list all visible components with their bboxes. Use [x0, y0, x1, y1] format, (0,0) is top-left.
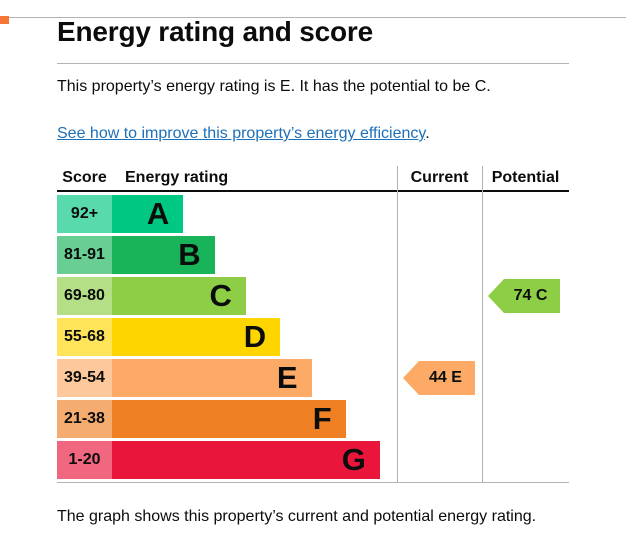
band-row: 81-91 B [57, 236, 569, 274]
band-score-label: 92+ [57, 195, 112, 233]
epc-rating-chart: Score Energy rating Current Potential 92… [57, 166, 569, 483]
chart-body: 92+ A 81-91 B 69-80 C 55-68 D 39-54 E 21-38 F 1-20 G … [57, 192, 569, 483]
band-bar-area: F [112, 400, 397, 438]
band-bar: C [112, 277, 246, 315]
band-letter: E [276, 359, 298, 395]
title-divider [57, 63, 569, 64]
band-row: 21-38 F [57, 400, 569, 438]
band-score-label: 1-20 [57, 441, 112, 479]
band-row: 92+ A [57, 195, 569, 233]
header-current: Current [410, 169, 469, 186]
header-potential: Potential [491, 169, 560, 186]
band-row: 55-68 D [57, 318, 569, 356]
improve-efficiency-link[interactable]: See how to improve this property’s energ… [57, 125, 426, 142]
band-bar-area: C [112, 277, 397, 315]
band-bar: A [112, 195, 184, 233]
band-bar-area: D [112, 318, 397, 356]
rating-bands: 92+ A 81-91 B 69-80 C 55-68 D 39-54 E 21-38 F 1-20 G [57, 195, 569, 479]
band-bar-area: E [112, 359, 397, 397]
band-score-label: 21-38 [57, 400, 112, 438]
band-bar: E [112, 359, 312, 397]
band-score-label: 55-68 [57, 318, 112, 356]
improve-link-line: See how to improve this property’s energ… [57, 124, 569, 144]
band-bar: D [112, 318, 281, 356]
energy-rating-section: Energy rating and score This property’s … [0, 16, 626, 527]
band-row: 1-20 G [57, 441, 569, 479]
band-bar-area: G [112, 441, 397, 479]
band-row: 69-80 C [57, 277, 569, 315]
band-score-label: 81-91 [57, 236, 112, 274]
current-column-divider [397, 166, 398, 483]
header-energy-rating: Energy rating [125, 169, 229, 186]
band-bar: F [112, 400, 346, 438]
potential-rating-arrow: 74 C [488, 279, 560, 313]
link-period: . [425, 125, 430, 142]
page-top-divider [0, 17, 626, 18]
band-row: 39-54 E [57, 359, 569, 397]
band-letter: D [243, 318, 267, 354]
current-column: 44 E [397, 192, 482, 482]
potential-column: 74 C [482, 192, 569, 482]
band-bar: G [112, 441, 380, 479]
band-bar: B [112, 236, 215, 274]
potential-column-divider [482, 166, 483, 483]
current-rating-arrow: 44 E [403, 361, 475, 395]
decorative-orange-square [0, 16, 9, 24]
band-score-label: 39-54 [57, 359, 112, 397]
chart-header-row: Score Energy rating Current Potential [57, 166, 569, 192]
band-bar-area: A [112, 195, 397, 233]
band-bar-area: B [112, 236, 397, 274]
chart-caption: The graph shows this property’s current … [57, 508, 537, 525]
page-title: Energy rating and score [57, 16, 373, 47]
band-letter: A [146, 195, 170, 231]
band-score-label: 69-80 [57, 277, 112, 315]
band-letter: G [341, 441, 366, 477]
band-letter: F [312, 400, 332, 436]
band-letter: B [178, 236, 201, 272]
header-score: Score [62, 169, 107, 186]
band-letter: C [209, 277, 232, 313]
rating-summary-text: This property’s energy rating is E. It h… [57, 78, 491, 95]
